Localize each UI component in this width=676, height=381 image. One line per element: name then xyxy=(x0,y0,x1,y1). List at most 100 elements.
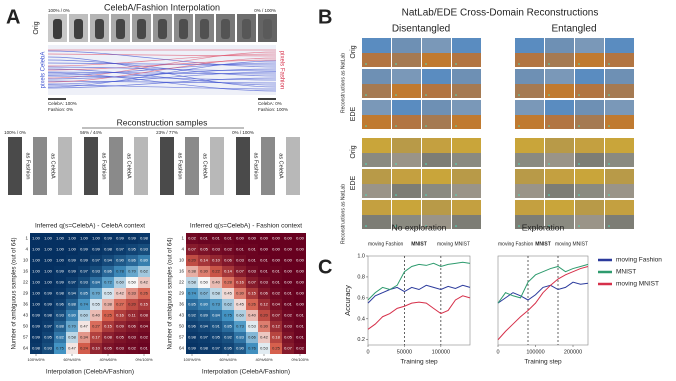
heat-cell xyxy=(294,233,306,244)
heat-cell xyxy=(54,299,66,310)
heat-cell xyxy=(282,321,294,332)
cell-label: 0.30 xyxy=(200,269,209,274)
cell-label: 0.75 xyxy=(56,346,65,351)
cell-label: 0.02 xyxy=(272,291,281,296)
x-tick-label: 0 xyxy=(496,349,499,355)
thumbnail-shape xyxy=(158,19,167,39)
heat-cell xyxy=(258,332,270,343)
cell-label: 0.25 xyxy=(272,346,281,351)
cell-label: 0.99 xyxy=(56,280,65,285)
heat-cell xyxy=(186,310,198,321)
photo-marker xyxy=(365,94,367,96)
cell-label: 0.00 xyxy=(284,247,293,252)
heat-cell xyxy=(30,310,42,321)
pixel-trace xyxy=(47,68,277,80)
photo-bottom xyxy=(452,53,481,67)
cell-label: 0.16 xyxy=(116,313,125,318)
heat-cell xyxy=(126,277,138,288)
cell-label: 0.73 xyxy=(212,302,221,307)
photo-bottom xyxy=(422,153,451,167)
cell-label: 1.00 xyxy=(32,258,41,263)
chart-title: Inferred q(s=CelebA) - Fashion context xyxy=(190,223,302,230)
cell-label: 0.80 xyxy=(140,258,149,263)
photo-bottom xyxy=(575,84,604,98)
photo-top xyxy=(362,69,391,84)
panel-label: A xyxy=(6,6,20,28)
cell-label: 0.12 xyxy=(272,324,281,329)
heat-cell xyxy=(270,299,282,310)
cell-label: 0.60 xyxy=(236,313,245,318)
cell-label: 0.05 xyxy=(104,346,113,351)
photo-top xyxy=(545,38,574,53)
heat-cell xyxy=(234,244,246,255)
cell-label: 0.97 xyxy=(212,346,221,351)
cell-label: 1.00 xyxy=(44,247,53,252)
series-line xyxy=(497,263,589,304)
photo-marker xyxy=(425,63,427,65)
cell-label: 0.22 xyxy=(212,269,221,274)
heat-cell xyxy=(30,255,42,266)
photo-marker xyxy=(425,194,427,196)
heat-cell xyxy=(246,310,258,321)
heat-cell xyxy=(30,233,42,244)
heat-cell xyxy=(114,299,126,310)
row-tick-label: 22 xyxy=(179,280,185,285)
heat-cell xyxy=(114,321,126,332)
photo-bottom xyxy=(575,184,604,198)
cell-label: 0.03 xyxy=(260,280,269,285)
cell-label: 0.58 xyxy=(68,335,77,340)
legend-label: moving MNIST xyxy=(616,281,659,288)
photo-marker xyxy=(425,125,427,127)
heat-cell xyxy=(210,233,222,244)
photo-top xyxy=(515,100,544,115)
cell-label: 0.98 xyxy=(32,346,41,351)
heat-cell xyxy=(234,266,246,277)
heat-cell xyxy=(210,332,222,343)
photo-marker xyxy=(365,225,367,227)
x-tick-label: 100000 xyxy=(432,349,450,355)
cell-label: 0.00 xyxy=(272,236,281,241)
cell-label: 0.40 xyxy=(92,313,101,318)
heat-cell xyxy=(42,332,54,343)
x-tick-label: 60%/40% xyxy=(63,357,81,362)
photo-top xyxy=(422,200,451,215)
x-axis-label: Training step xyxy=(400,359,438,366)
x-axis-label: Interpolation (CelebA/Fashion) xyxy=(46,369,134,376)
heat-cell xyxy=(102,244,114,255)
cell-label: 0.85 xyxy=(188,302,197,307)
photo-top xyxy=(575,69,604,84)
heat-cell xyxy=(90,332,102,343)
cell-label: 0.70 xyxy=(92,291,101,296)
row-tick-label: 64 xyxy=(179,346,185,351)
photo-top xyxy=(515,38,544,53)
photo-top xyxy=(545,138,574,153)
cell-label: 0.03 xyxy=(128,335,137,340)
heat-cell xyxy=(198,288,210,299)
heat-cell xyxy=(30,244,42,255)
pixel-trace xyxy=(47,57,277,83)
photo-marker xyxy=(518,163,520,165)
cell-label: 0.04 xyxy=(140,324,149,329)
cell-label: 0.94 xyxy=(200,324,209,329)
phase-label: moving Fashion xyxy=(498,241,534,247)
photo-bottom xyxy=(605,53,634,67)
cell-label: 0.99 xyxy=(32,335,41,340)
heat-cell xyxy=(270,266,282,277)
photo-marker xyxy=(548,94,550,96)
heat-cell xyxy=(186,244,198,255)
photo-bottom xyxy=(422,184,451,198)
photo-marker xyxy=(548,194,550,196)
heat-cell xyxy=(258,244,270,255)
heat-cell xyxy=(138,343,150,354)
heat-cell xyxy=(54,310,66,321)
heat-cell xyxy=(42,233,54,244)
cell-label: 0.25 xyxy=(104,313,113,318)
heat-cell xyxy=(66,255,78,266)
heat-cell xyxy=(258,310,270,321)
photo-bottom xyxy=(452,153,481,167)
cell-label: 0.92 xyxy=(224,335,233,340)
photo-top xyxy=(515,138,544,153)
cell-label: 0.98 xyxy=(44,313,53,318)
photo-marker xyxy=(578,225,580,227)
heat-cell xyxy=(114,310,126,321)
